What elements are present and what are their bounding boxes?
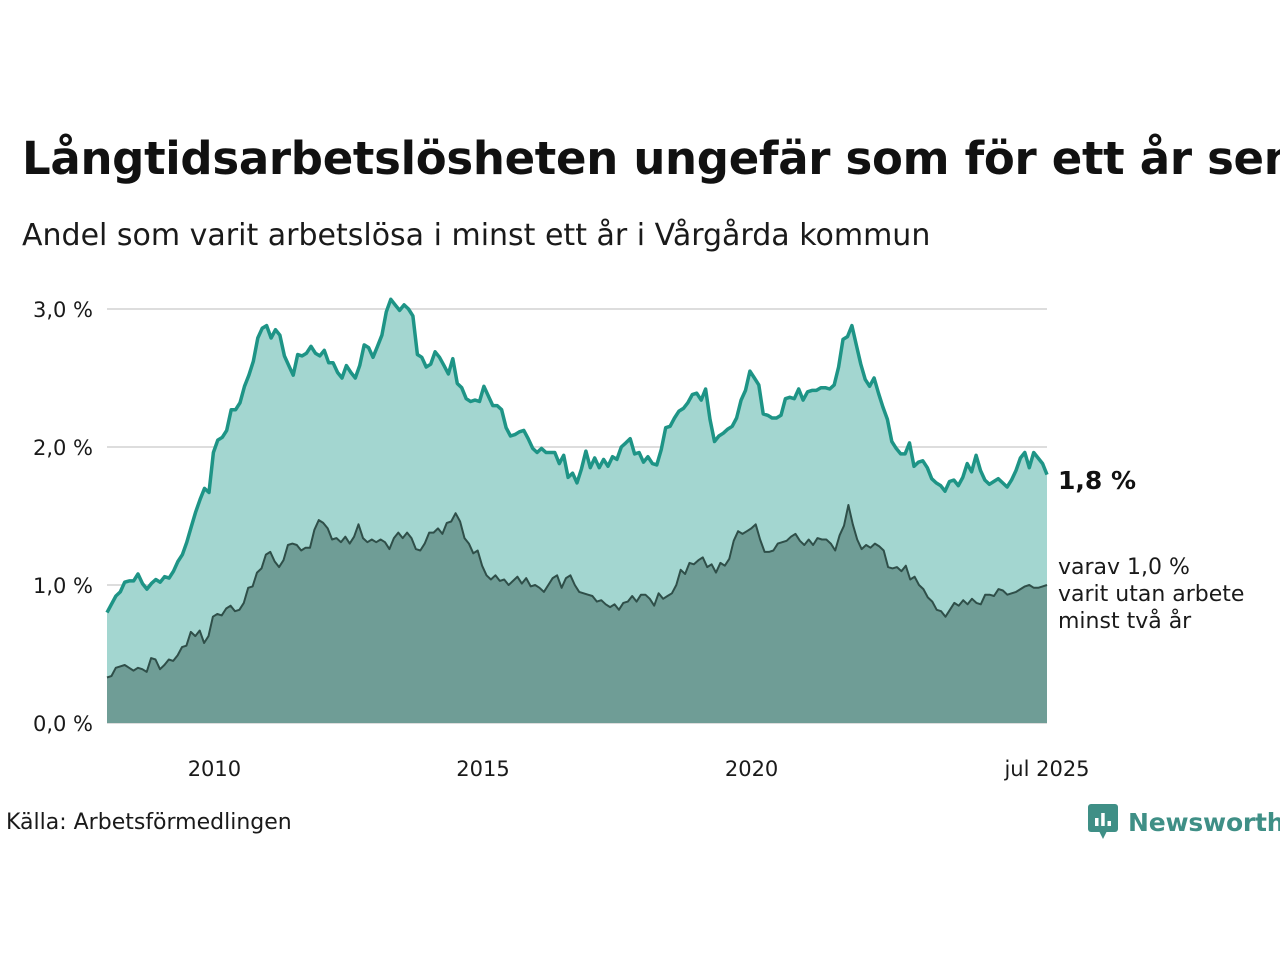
- line-total-unemployed: [105, 297, 1049, 614]
- brand-name: Newsworthy: [1128, 807, 1280, 837]
- y-tick-label: 1,0 %: [33, 574, 93, 598]
- y-tick-label: 3,0 %: [33, 298, 93, 322]
- total-end-label: 1,8 %: [1058, 466, 1136, 495]
- area-long-term-unemployed: [107, 505, 1047, 723]
- source-note: Källa: Arbetsförmedlingen: [6, 810, 292, 835]
- x-tick-label: jul 2025: [1003, 757, 1089, 781]
- brand-logo: Newsworthy: [1088, 804, 1280, 840]
- x-tick-label: 2020: [725, 757, 778, 781]
- y-tick-label: 0,0 %: [33, 712, 93, 736]
- y-axis-ticks: 0,0 % 1,0 % 2,0 % 3,0 %: [33, 298, 93, 736]
- y-tick-label: 2,0 %: [33, 436, 93, 460]
- chart-title: Långtidsarbetslösheten ungefär som för e…: [22, 132, 1280, 185]
- long-end-label-line-1: varav 1,0 %: [1058, 555, 1190, 580]
- chart-subtitle: Andel som varit arbetslösa i minst ett å…: [22, 218, 931, 253]
- line-long-term-unemployed: [106, 504, 1048, 679]
- x-tick-label: 2010: [188, 757, 241, 781]
- newsworthy-logo-icon: [1088, 804, 1118, 839]
- x-axis-ticks: 2010 2015 2020 jul 2025: [188, 757, 1090, 781]
- long-end-label-line-2: varit utan arbete: [1058, 582, 1244, 607]
- long-end-label-line-3: minst två år: [1058, 608, 1192, 634]
- x-tick-label: 2015: [456, 757, 509, 781]
